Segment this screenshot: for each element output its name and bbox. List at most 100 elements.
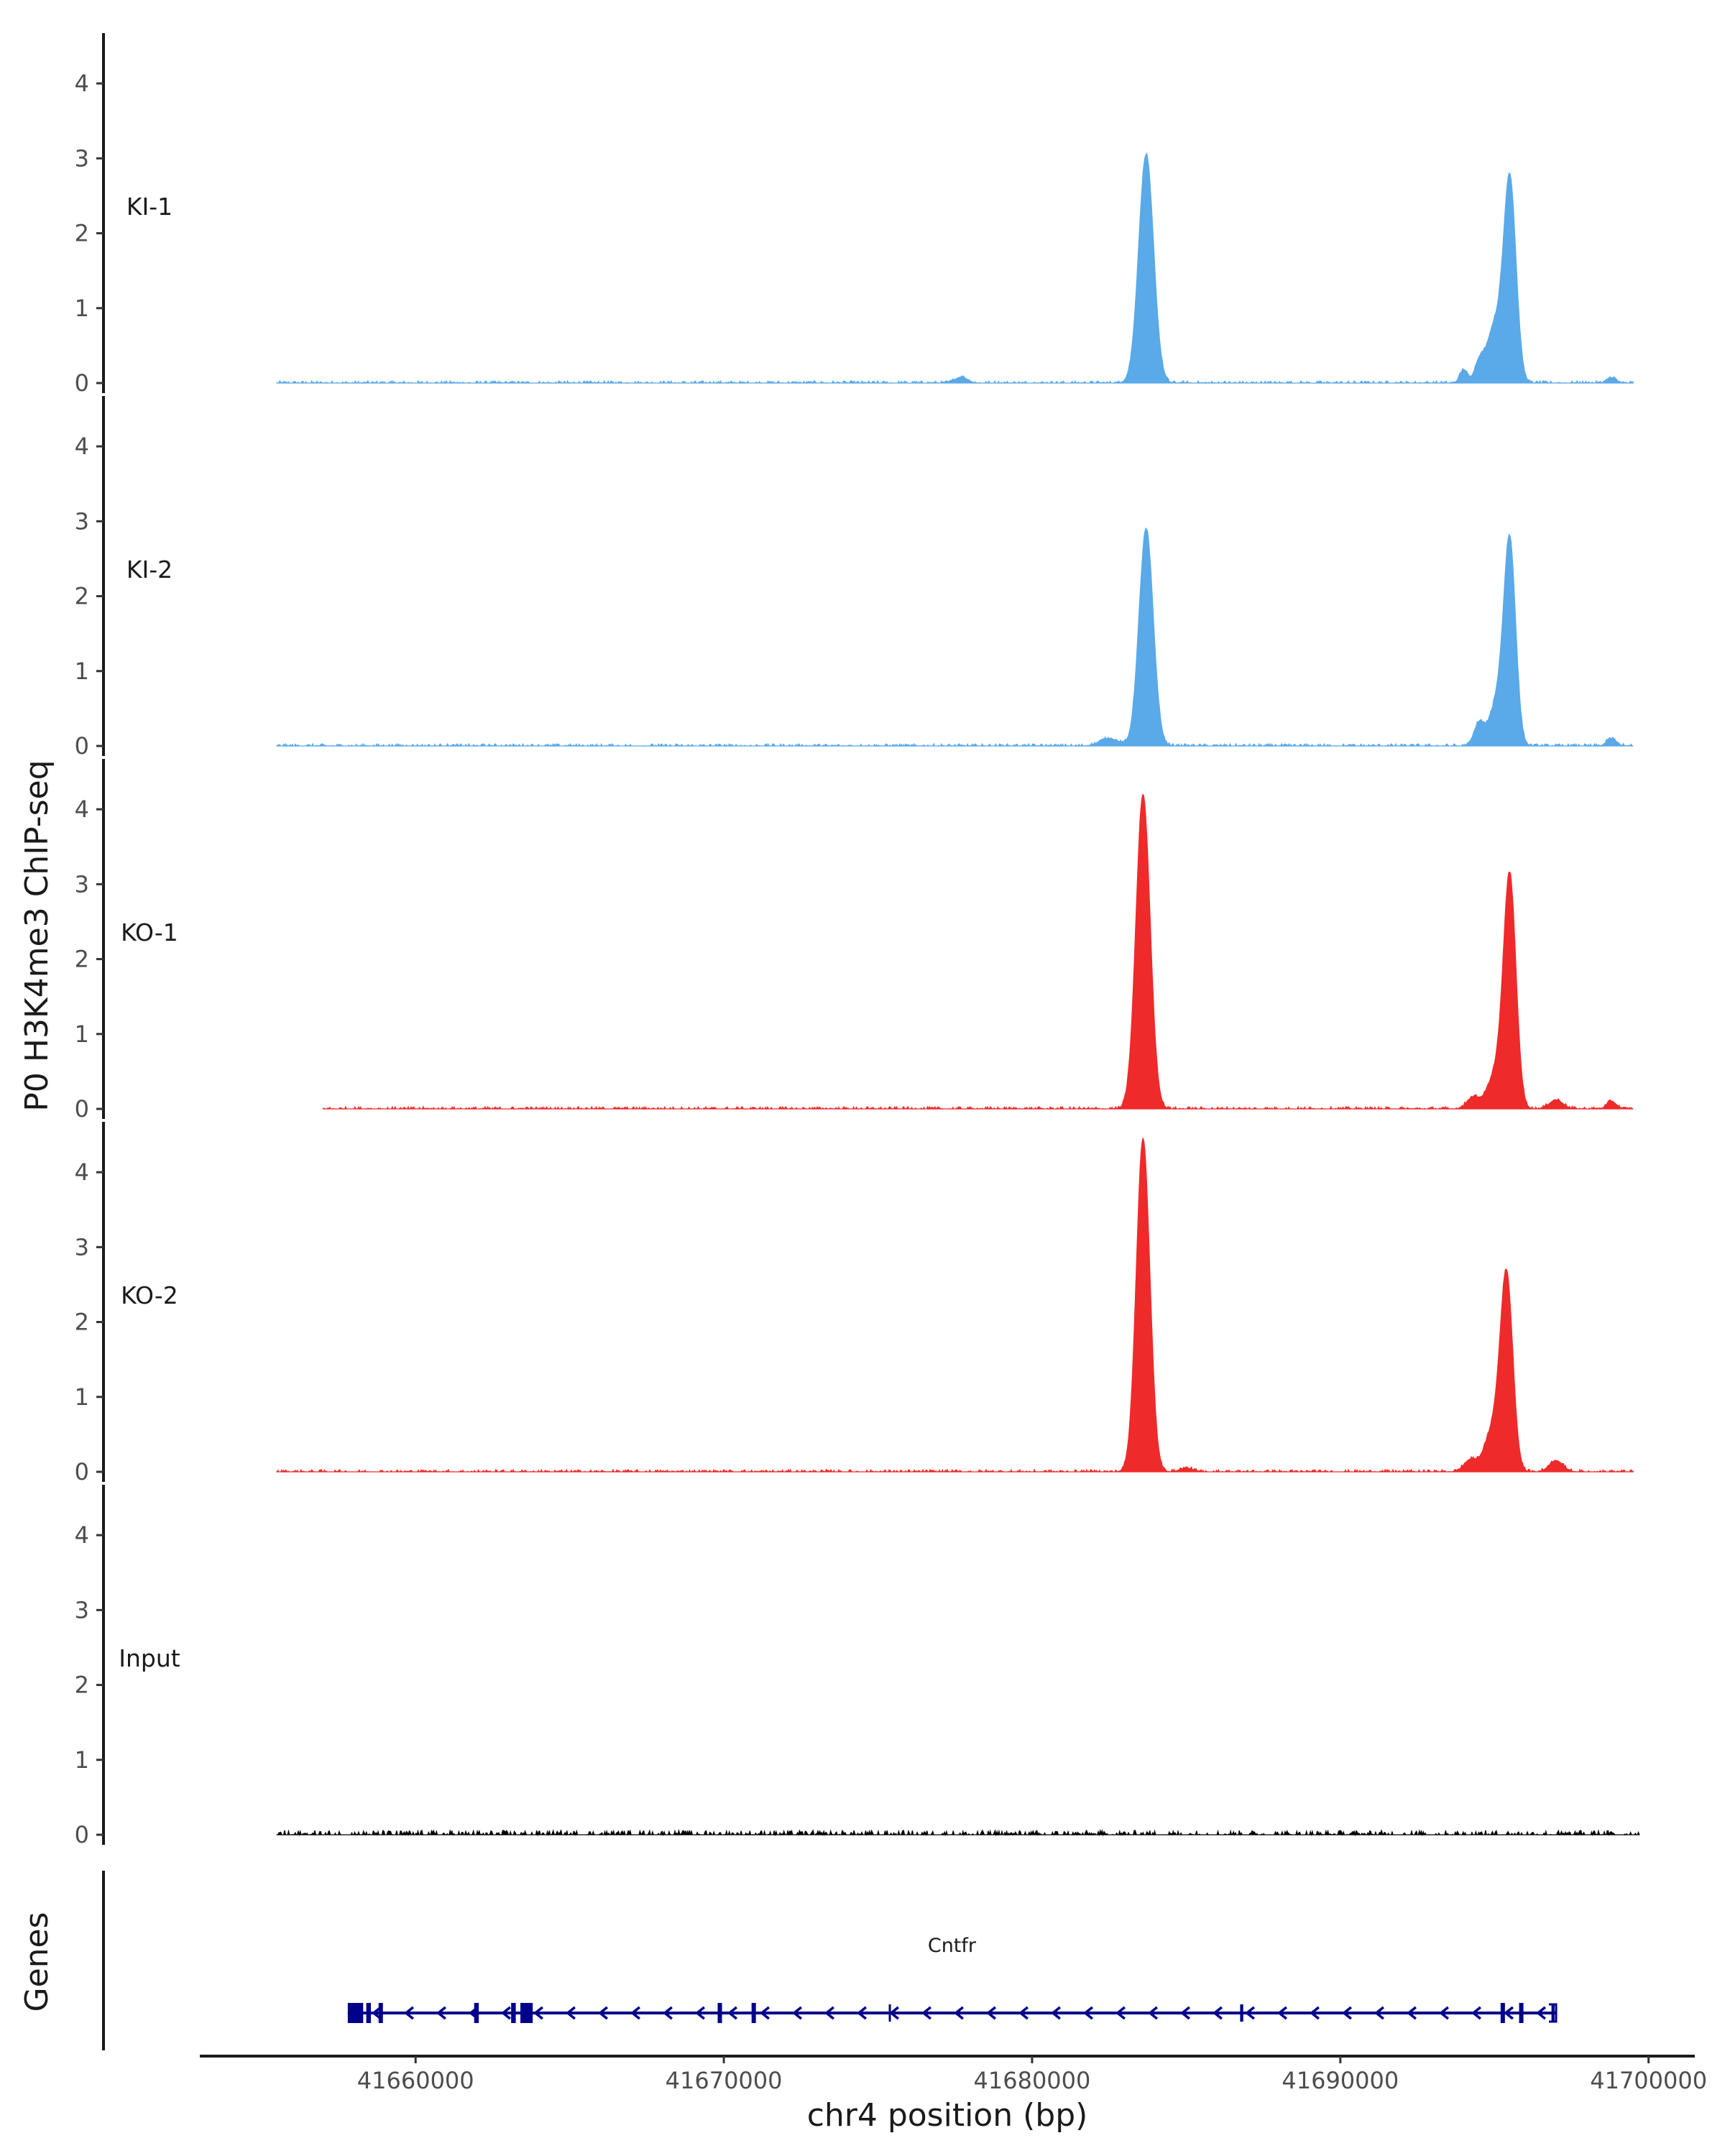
y-tick-label: 0 xyxy=(75,1095,89,1123)
x-tick-label: 41690000 xyxy=(1282,2067,1399,2094)
strand-arrow xyxy=(1018,2006,1029,2020)
x-axis-title: chr4 position (bp) xyxy=(807,2097,1088,2134)
exon xyxy=(366,2003,372,2023)
signal-area-ko-1 xyxy=(322,793,1634,1110)
strand-arrow xyxy=(954,2006,964,2020)
y-axis-title: P0 H3K4me3 ChIP-seq xyxy=(19,760,55,1111)
y-tick-label: 3 xyxy=(75,1233,89,1261)
strand-arrow xyxy=(1536,2006,1546,2020)
x-tick-label: 41670000 xyxy=(666,2067,783,2094)
strand-arrow xyxy=(1083,2006,1093,2020)
strand-arrow xyxy=(889,2006,899,2020)
strand-arrow xyxy=(1407,2006,1417,2020)
gene-annotation-panel: Cntfr xyxy=(102,1871,1558,2050)
x-tick-label: 41700000 xyxy=(1590,2067,1707,2094)
y-tick-label: 4 xyxy=(75,796,89,823)
track-input: 0 1 2 3 4 Input xyxy=(75,1485,1640,1848)
strand-arrow xyxy=(1374,2006,1384,2020)
strand-arrow xyxy=(792,2006,802,2020)
exon xyxy=(474,2003,479,2023)
strand-arrow xyxy=(1439,2006,1449,2020)
gene-end-cap xyxy=(1549,2003,1558,2023)
y-tick-label: 1 xyxy=(75,658,89,685)
exon xyxy=(717,2003,722,2023)
strand-arrow xyxy=(436,2006,446,2020)
track-label: KI-2 xyxy=(126,556,172,584)
y-tick-label: 1 xyxy=(75,1383,89,1411)
track-ki-2: 0 1 2 3 4 KI-2 xyxy=(75,396,1634,760)
exon xyxy=(520,2003,533,2023)
y-tick-label: 4 xyxy=(75,1521,89,1549)
strand-arrow xyxy=(1051,2006,1061,2020)
gene-name-label: Cntfr xyxy=(928,1935,977,1957)
x-tick-label: 41660000 xyxy=(357,2067,474,2094)
strand-arrow xyxy=(1245,2006,1255,2020)
y-tick-label: 1 xyxy=(75,1021,89,1048)
strand-arrow xyxy=(501,2006,511,2020)
y-tick-label: 0 xyxy=(75,1821,89,1848)
strand-arrow xyxy=(598,2006,608,2020)
exon xyxy=(347,2003,364,2023)
signal-tracks: 0 1 2 3 4 KI-1 0 1 2 3 4 KI-2 0 1 2 3 4 KO-1 0 1 2 3 4 KO-2 0 1 2 3… xyxy=(75,33,1640,1848)
strand-arrow xyxy=(857,2006,867,2020)
strand-arrow xyxy=(1310,2006,1320,2020)
y-tick-label: 3 xyxy=(75,870,89,898)
strand-arrow xyxy=(404,2006,414,2020)
strand-arrow xyxy=(372,2006,382,2020)
track-ki-1: 0 1 2 3 4 KI-1 xyxy=(75,33,1634,397)
x-tick-label: 41680000 xyxy=(974,2067,1091,2094)
strand-arrow xyxy=(566,2006,576,2020)
strand-arrow xyxy=(1213,2006,1223,2020)
strand-arrow xyxy=(663,2006,673,2020)
y-tick-label: 4 xyxy=(75,433,89,460)
signal-area-ko-2 xyxy=(276,1138,1634,1473)
signal-area-input xyxy=(276,1828,1640,1837)
y-tick-label: 3 xyxy=(75,144,89,172)
y-tick-label: 0 xyxy=(75,369,89,397)
exon xyxy=(1500,2003,1505,2023)
strand-arrow xyxy=(986,2006,996,2020)
y-tick-label: 2 xyxy=(75,946,89,973)
genes-panel-title: Genes xyxy=(19,1912,55,2012)
track-ko-1: 0 1 2 3 4 KO-1 xyxy=(75,759,1634,1123)
y-tick-label: 4 xyxy=(75,1158,89,1186)
exon xyxy=(378,2003,383,2023)
track-label: KO-2 xyxy=(121,1281,178,1309)
strand-arrow xyxy=(921,2006,932,2020)
exon xyxy=(1519,2003,1524,2023)
strand-arrow xyxy=(1277,2006,1287,2020)
y-tick-label: 1 xyxy=(75,295,89,322)
y-tick-label: 3 xyxy=(75,1596,89,1623)
strand-arrow xyxy=(727,2006,737,2020)
strand-arrow xyxy=(1180,2006,1190,2020)
strand-arrow xyxy=(695,2006,705,2020)
x-axis: 41660000 41670000 41680000 41690000 41700000 xyxy=(200,2055,1707,2094)
y-tick-label: 2 xyxy=(75,583,89,610)
strand-arrow xyxy=(1116,2006,1126,2020)
exon xyxy=(888,2004,891,2022)
strand-arrow xyxy=(760,2006,770,2020)
exon xyxy=(1240,2004,1243,2022)
y-tick-label: 2 xyxy=(75,220,89,247)
y-tick-label: 0 xyxy=(75,732,89,760)
track-label: KI-1 xyxy=(126,193,172,221)
y-tick-label: 3 xyxy=(75,507,89,535)
track-label: KO-1 xyxy=(121,918,178,946)
y-tick-label: 2 xyxy=(75,1672,89,1699)
strand-arrow xyxy=(1504,2006,1514,2020)
strand-arrow xyxy=(824,2006,834,2020)
exon xyxy=(511,2003,516,2023)
strand-arrow xyxy=(1342,2006,1352,2020)
signal-area-ki-1 xyxy=(276,152,1634,384)
track-ko-2: 0 1 2 3 4 KO-2 xyxy=(75,1122,1634,1485)
y-tick-label: 1 xyxy=(75,1746,89,1774)
exon xyxy=(751,2003,756,2023)
track-label: Input xyxy=(119,1644,180,1672)
strand-arrow xyxy=(630,2006,640,2020)
y-tick-label: 0 xyxy=(75,1458,89,1485)
exon xyxy=(1551,2004,1555,2022)
strand-arrow xyxy=(1471,2006,1481,2020)
signal-area-ki-2 xyxy=(275,527,1634,747)
y-tick-label: 4 xyxy=(75,70,89,97)
